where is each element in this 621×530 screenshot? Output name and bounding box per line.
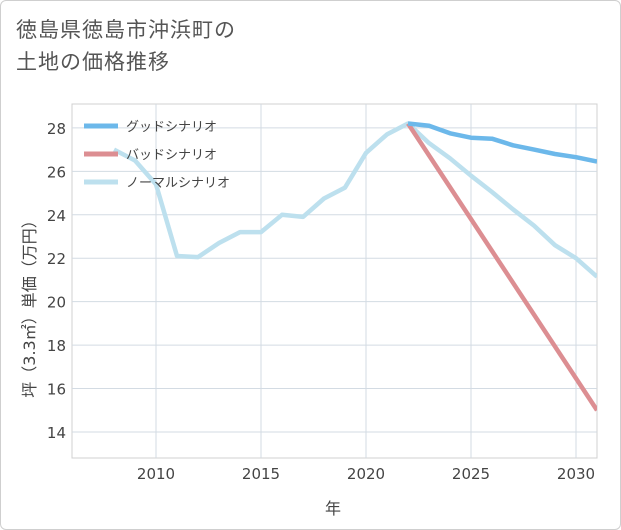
x-tick-label: 2020 [347, 465, 385, 483]
y-tick-label: 22 [47, 250, 66, 268]
y-tick-label: 18 [47, 337, 66, 355]
series-line-1 [406, 122, 597, 412]
y-tick-label: 28 [47, 120, 66, 138]
grid-lines [71, 103, 598, 459]
plot-border [71, 103, 598, 459]
series-line-2 [112, 121, 597, 279]
x-axis-label: 年 [324, 499, 342, 518]
y-tick-label: 16 [47, 381, 66, 399]
y-tick-label: 24 [47, 207, 66, 225]
legend-label-1: バッドシナリオ [126, 148, 217, 163]
series-line-0 [407, 121, 597, 164]
series-lines [112, 121, 597, 412]
y-tick-label: 14 [47, 424, 66, 442]
axes: 2010 2015 2020 2025 2030 14 16 18 20 22 24 26 28 [47, 120, 595, 483]
x-tick-label: 2015 [242, 465, 280, 483]
x-tick-label: 2025 [452, 465, 490, 483]
x-tick-label: 2010 [137, 465, 175, 483]
y-axis-label: 坪（3.3㎡）単価（万円） [20, 212, 39, 398]
y-tick-label: 20 [47, 294, 66, 312]
chart-title: 徳島県徳島市沖浜町の 土地の価格推移 [16, 14, 236, 78]
chart-title-line-1: 徳島県徳島市沖浜町の [16, 18, 236, 42]
legend-label-2: ノーマルシナリオ [126, 176, 230, 191]
x-tick-label: 2030 [557, 465, 595, 483]
y-tick-label: 26 [47, 163, 66, 181]
chart-title-line-2: 土地の価格推移 [16, 50, 170, 74]
legend-label-0: グッドシナリオ [126, 120, 217, 135]
